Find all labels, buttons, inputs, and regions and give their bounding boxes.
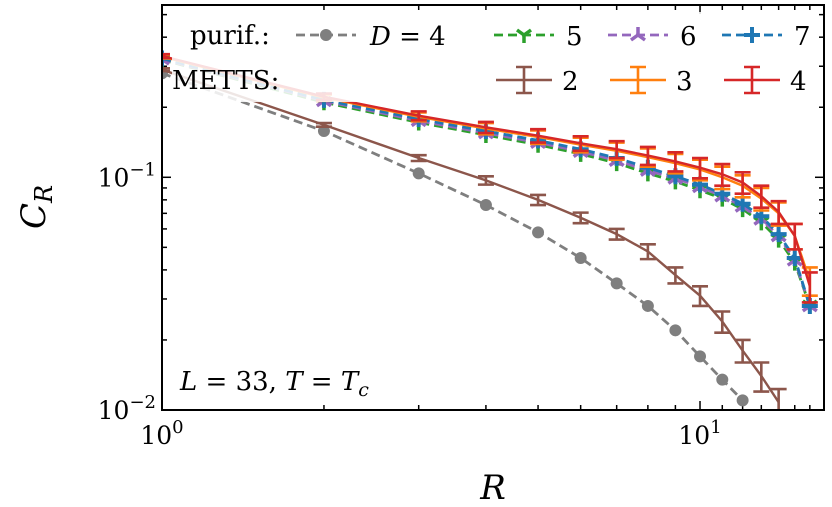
legend-entry-purif: 5: [494, 22, 583, 52]
data-point: [770, 226, 787, 243]
error-bar: [734, 338, 751, 364]
legend-entry-metts: 4: [724, 65, 807, 97]
error-bar: [692, 156, 709, 180]
error-bar: [714, 162, 731, 188]
error-bar: [801, 271, 818, 304]
data-point: [716, 373, 729, 386]
y-axis-label: CR: [14, 185, 58, 229]
legend-errorbar: [630, 65, 646, 95]
x-tick-label: 100: [140, 417, 183, 450]
error-bar: [530, 127, 547, 144]
legend-entry-purif: 7: [722, 22, 811, 52]
legend-label: 3: [676, 67, 693, 97]
legend-entry-purif: D = 4: [296, 22, 446, 52]
error-bar: [477, 120, 494, 135]
error-bar: [639, 145, 656, 167]
data-point: [479, 199, 492, 212]
error-bar: [608, 227, 625, 241]
legend-errorbar: [744, 65, 760, 95]
error-bar: [410, 153, 427, 163]
error-bar: [530, 193, 547, 207]
y-tick-label: 10−1: [98, 159, 156, 192]
error-bar: [572, 135, 589, 153]
x-tick-label: 101: [678, 417, 721, 450]
data-point: [412, 167, 425, 180]
series-line: [162, 58, 812, 307]
legend-label: 6: [680, 22, 697, 52]
data-point: [736, 394, 749, 407]
error-bar: [714, 310, 731, 334]
legend-label: 7: [794, 22, 811, 52]
series-line: [162, 68, 780, 403]
error-bar: [692, 285, 709, 308]
series-line: [162, 57, 812, 307]
error-bar: [667, 151, 684, 173]
error-bar: [477, 174, 494, 186]
tick-labels: 100 101 10−2 10−1: [98, 159, 722, 450]
error-bar: [753, 184, 770, 210]
data-point: [532, 226, 545, 239]
data-point: [694, 350, 707, 363]
legend-marker: [320, 29, 332, 41]
error-bar: [734, 171, 751, 196]
legend: purif.: METTS: D = 4 5 6 7 2 3 4: [172, 12, 811, 102]
error-bar: [639, 243, 656, 261]
error-bar: [315, 121, 332, 128]
legend-entry-purif: 6: [608, 22, 697, 52]
series-metts-2: [162, 67, 787, 410]
error-bar: [753, 361, 770, 393]
plot-frame: [161, 4, 825, 411]
legend-marker: [744, 27, 760, 43]
legend-marker: [515, 28, 533, 43]
error-bar: [608, 139, 625, 160]
error-bar: [770, 199, 787, 226]
error-bar: [162, 67, 170, 73]
error-bar: [162, 52, 170, 60]
legend-entry-metts: 3: [610, 65, 693, 97]
legend-purif-title: purif.:: [190, 21, 270, 51]
legend-label: D = 4: [369, 22, 446, 52]
series-line: [162, 54, 811, 287]
error-bar: [410, 110, 427, 122]
annotation: L = 33, T = Tc: [179, 367, 369, 401]
legend-marker: [629, 27, 647, 42]
legend-errorbar: [516, 65, 532, 95]
legend-label: 5: [566, 22, 583, 52]
y-axis-label-sub: R: [30, 185, 58, 204]
y-axis-label-base: C: [14, 203, 54, 229]
series-purif-D4: [162, 67, 749, 407]
data-point: [641, 299, 654, 312]
data-point: [574, 251, 587, 264]
legend-entry-metts: 2: [496, 65, 579, 97]
legend-metts-title: METTS:: [172, 66, 279, 96]
error-bar: [572, 211, 589, 225]
series-layer: [162, 50, 818, 410]
legend-label: 2: [562, 67, 579, 97]
data-point: [610, 277, 623, 290]
legend-label: 4: [790, 67, 807, 97]
series-line: [162, 57, 812, 307]
x-axis-label: R: [479, 468, 506, 507]
error-bar: [667, 266, 684, 285]
series-metts-4: [162, 52, 818, 304]
y-tick-label: 10−2: [98, 392, 156, 425]
error-bar: [786, 222, 803, 251]
data-point: [786, 249, 803, 266]
data-point: [669, 324, 682, 337]
error-bar: [770, 387, 787, 410]
